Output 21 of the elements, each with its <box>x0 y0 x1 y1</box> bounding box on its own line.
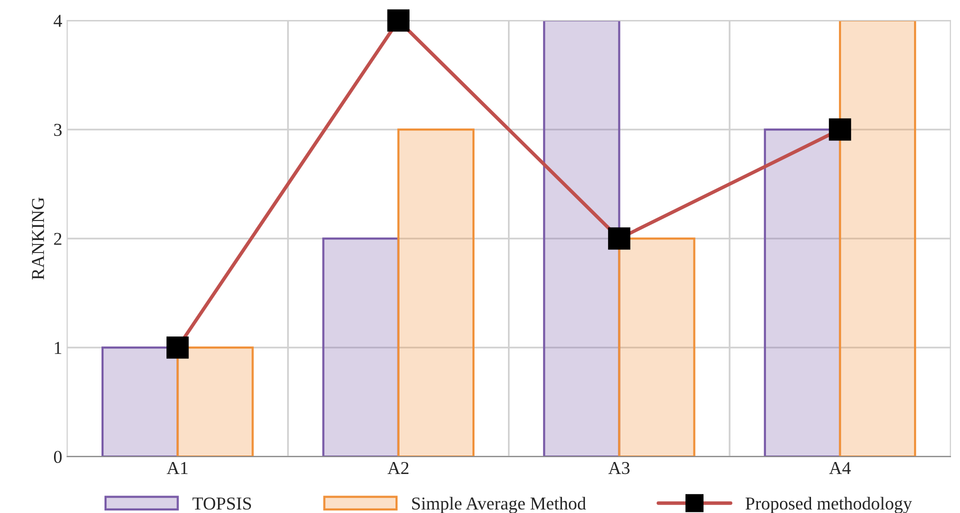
x-tick-label: A1 <box>166 462 188 474</box>
bar <box>764 128 842 457</box>
legend-label: Simple Average Method <box>412 496 586 513</box>
y-tick-label: 4 <box>54 14 62 27</box>
x-tick-label: A3 <box>608 462 630 474</box>
y-axis-title: RANKING <box>32 197 44 280</box>
legend-label: Proposed methodology <box>746 496 912 513</box>
bar <box>176 346 254 457</box>
x-tick-label: A2 <box>388 462 408 474</box>
y-tick-label: 1 <box>54 342 62 354</box>
bar <box>397 128 475 457</box>
y-tick-label: 3 <box>54 124 62 136</box>
y-tick-label: 0 <box>54 450 62 464</box>
bar <box>838 20 916 457</box>
legend-label: TOPSIS <box>192 497 251 510</box>
x-tick-label: A4 <box>829 462 851 474</box>
bar <box>101 346 179 457</box>
y-tick-label: 2 <box>54 232 62 245</box>
bar <box>543 20 620 457</box>
bar <box>322 238 400 457</box>
bar <box>618 238 696 457</box>
